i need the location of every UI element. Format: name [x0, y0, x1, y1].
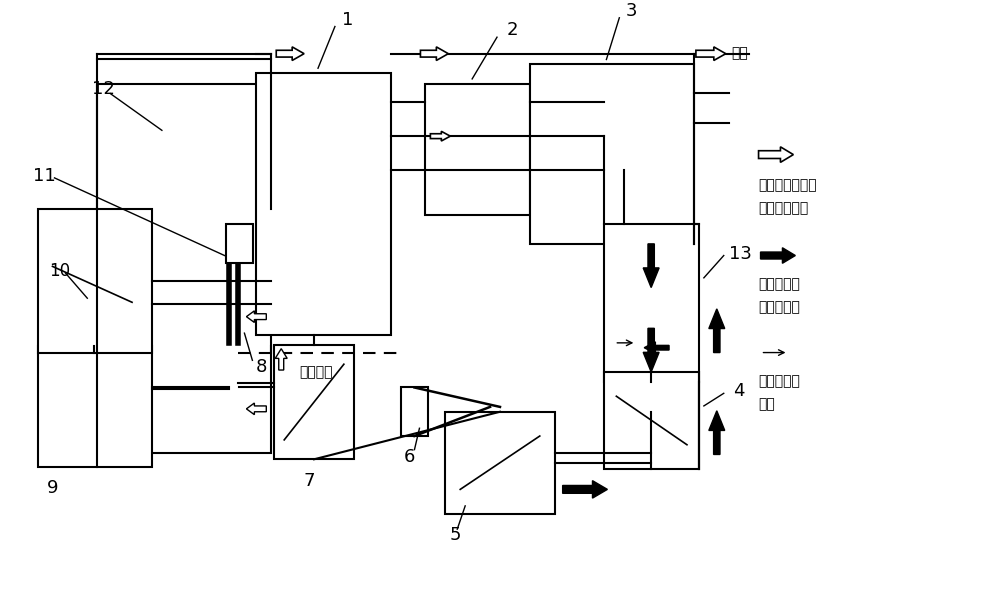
Text: 新鲜空气: 新鲜空气	[299, 365, 333, 379]
Text: 排气: 排气	[732, 46, 748, 61]
Text: 朗肯循环工: 朗肯循环工	[759, 278, 800, 291]
FancyArrow shape	[644, 342, 669, 353]
FancyArrow shape	[430, 131, 450, 141]
Bar	[530, 64, 694, 244]
Text: 9: 9	[47, 479, 58, 498]
FancyArrow shape	[709, 309, 725, 353]
FancyArrow shape	[275, 349, 287, 370]
FancyArrow shape	[563, 480, 607, 498]
Text: 7: 7	[303, 471, 315, 490]
Text: 2: 2	[506, 21, 518, 39]
Bar	[425, 84, 530, 215]
Text: 路线: 路线	[759, 397, 775, 411]
Text: 废气运行路线: 废气运行路线	[759, 201, 809, 215]
FancyArrow shape	[696, 47, 726, 60]
Bar	[38, 346, 152, 467]
FancyArrow shape	[643, 328, 659, 372]
Bar	[226, 225, 253, 263]
Text: 13: 13	[729, 244, 752, 263]
Text: 10: 10	[50, 262, 71, 280]
Text: 4: 4	[733, 383, 744, 401]
Bar	[445, 412, 555, 514]
Bar	[604, 372, 699, 469]
Text: 12: 12	[92, 80, 115, 98]
FancyArrow shape	[420, 47, 448, 60]
Text: 1: 1	[342, 11, 354, 29]
Text: 冷却水运行: 冷却水运行	[759, 375, 800, 389]
FancyArrow shape	[276, 47, 304, 60]
FancyArrow shape	[759, 147, 793, 162]
FancyArrow shape	[643, 244, 659, 287]
Text: 6: 6	[404, 448, 415, 466]
Bar	[38, 209, 152, 353]
Bar	[274, 345, 354, 460]
Text: 11: 11	[33, 167, 55, 185]
Text: 质运行路线: 质运行路线	[759, 300, 800, 314]
Text: 5: 5	[450, 526, 461, 544]
Text: 3: 3	[626, 2, 637, 20]
Bar	[256, 73, 391, 335]
Text: 空气或混合气、: 空气或混合气、	[759, 179, 817, 193]
FancyArrow shape	[709, 411, 725, 455]
FancyArrow shape	[246, 403, 266, 415]
Bar	[401, 387, 428, 436]
Text: 8: 8	[256, 358, 267, 376]
Bar	[97, 84, 271, 452]
Bar	[604, 225, 699, 381]
FancyArrow shape	[761, 248, 795, 263]
FancyArrow shape	[246, 311, 266, 322]
